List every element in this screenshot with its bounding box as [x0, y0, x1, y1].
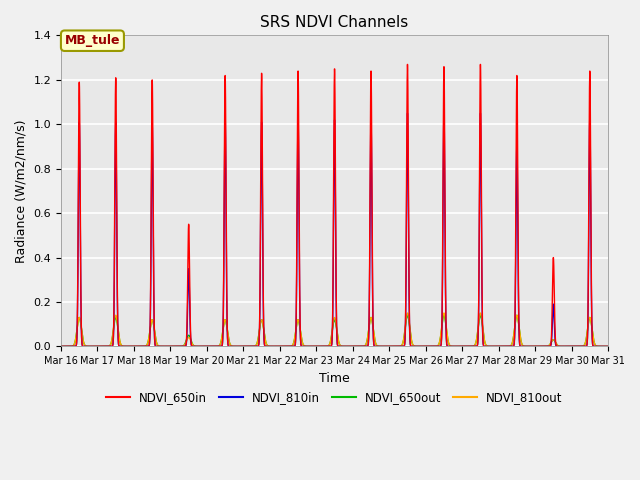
Y-axis label: Radiance (W/m2/nm/s): Radiance (W/m2/nm/s)	[15, 119, 28, 263]
NDVI_810in	[490, 344, 497, 349]
NDVI_810in	[604, 344, 612, 349]
NDVI_810out	[521, 344, 529, 349]
NDVI_810out	[428, 344, 436, 349]
Line: NDVI_650in: NDVI_650in	[61, 64, 640, 347]
NDVI_810in	[86, 344, 94, 349]
NDVI_650in	[428, 344, 436, 349]
NDVI_810out	[268, 344, 276, 349]
NDVI_810in	[521, 344, 529, 349]
NDVI_650in	[403, 226, 410, 232]
NDVI_810out	[404, 310, 412, 316]
X-axis label: Time: Time	[319, 372, 350, 384]
NDVI_810out	[403, 315, 410, 321]
Title: SRS NDVI Channels: SRS NDVI Channels	[260, 15, 409, 30]
NDVI_650out	[86, 344, 94, 349]
NDVI_650in	[86, 344, 94, 349]
Text: MB_tule: MB_tule	[65, 34, 120, 47]
NDVI_810in	[268, 344, 276, 349]
Line: NDVI_810out: NDVI_810out	[61, 313, 640, 347]
NDVI_650in	[604, 344, 612, 349]
NDVI_810out	[490, 344, 497, 349]
Line: NDVI_810in: NDVI_810in	[61, 113, 640, 347]
Legend: NDVI_650in, NDVI_810in, NDVI_650out, NDVI_810out: NDVI_650in, NDVI_810in, NDVI_650out, NDV…	[102, 386, 568, 409]
NDVI_650in	[404, 61, 412, 67]
NDVI_650out	[604, 344, 612, 349]
Line: NDVI_650out: NDVI_650out	[61, 315, 640, 347]
NDVI_810in	[403, 246, 410, 252]
NDVI_810in	[428, 344, 436, 349]
NDVI_650in	[57, 344, 65, 349]
NDVI_650out	[57, 344, 65, 349]
NDVI_650out	[490, 344, 497, 349]
NDVI_810out	[604, 344, 612, 349]
NDVI_810in	[57, 344, 65, 349]
NDVI_650out	[403, 317, 410, 323]
NDVI_650in	[490, 344, 497, 349]
NDVI_650out	[404, 312, 412, 318]
NDVI_650out	[521, 344, 529, 349]
NDVI_810out	[86, 344, 94, 349]
NDVI_650in	[268, 344, 276, 349]
NDVI_650out	[428, 344, 436, 349]
NDVI_650out	[268, 344, 276, 349]
NDVI_810out	[57, 344, 65, 349]
NDVI_810in	[404, 110, 412, 116]
NDVI_650in	[521, 344, 529, 349]
